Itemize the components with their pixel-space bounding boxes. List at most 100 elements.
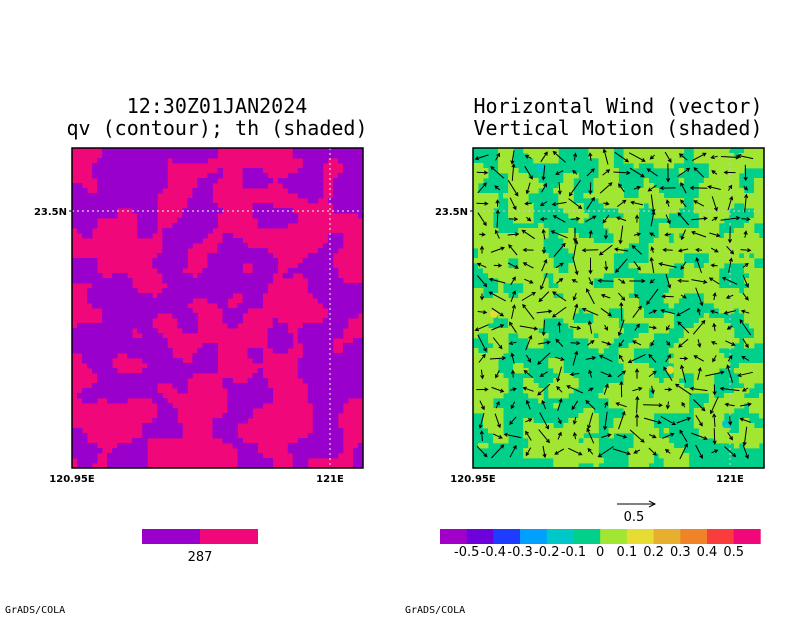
left-field-cell [217,278,223,284]
wind-vector [648,325,658,330]
wind-vector [557,431,562,440]
left-field-cell [317,328,324,334]
left-field-cell [192,293,198,299]
wind-vector [477,310,488,315]
left-field-cell [132,163,138,169]
wind-vector [524,201,532,206]
right-field-cell [543,253,549,259]
right-field-cell [743,163,750,169]
right-field-cell [718,198,725,204]
left-field-cell [322,403,329,409]
right-field-cell [598,293,604,299]
right-field-cell [648,403,655,409]
right-field-cell [633,403,639,409]
left-field-cell [157,353,163,359]
left-field-cell [157,258,163,264]
left-field-cell [102,148,108,154]
left-field-cell [222,378,228,384]
right-field-cell [568,288,574,294]
left-field-cell [242,248,249,254]
right-field-cell [598,313,604,319]
right-field-cell [743,258,750,264]
left-field-cell [82,438,88,444]
left-field-cell [122,383,128,389]
right-field-cell [688,328,695,334]
right-field-cell [613,318,619,324]
right-field-cell [523,198,529,204]
right-field-cell [528,453,534,459]
right-field-cell [628,263,634,269]
left-field-cell [252,378,259,384]
right-field-cell [708,318,715,324]
left-field-cell [327,148,334,154]
left-field-cell [102,193,108,199]
right-field-cell [723,293,730,299]
right-field-cell [573,323,579,329]
right-field-cell [693,358,700,364]
left-field-cell [142,388,148,394]
left-field-cell [357,208,364,214]
left-field-cell [342,178,349,184]
right-field-cell [653,268,660,274]
left-field-cell [102,188,108,194]
right-field-cell [728,163,735,169]
left-field-cell [322,433,329,439]
left-field-cell [257,168,264,174]
right-field-cell [693,348,700,354]
left-field-cell [237,438,243,444]
left-field-cell [187,233,193,239]
right-field-cell [588,248,594,254]
right-field-cell [508,153,514,159]
right-field-cell [533,153,539,159]
right-field-cell [603,323,609,329]
right-field-cell [513,193,519,199]
left-field-cell [127,303,133,309]
left-field-cell [152,203,158,209]
left-field-cell [257,458,264,464]
right-field-cell [513,363,519,369]
right-field-cell [548,428,554,434]
right-field-cell [708,268,715,274]
left-field-cell [167,423,173,429]
wind-vector [710,341,718,346]
right-field-cell [518,273,524,279]
right-field-cell [703,383,710,389]
left-field-cell [342,203,349,209]
left-field-cell [82,388,88,394]
right-field-cell [708,178,715,184]
right-field-cell [653,188,660,194]
left-field-cell [312,168,319,174]
right-field-cell [478,403,484,409]
right-field-cell [713,288,720,294]
left-field-cell [192,313,198,319]
left-field-cell [112,148,118,154]
right-field-cell [538,223,544,229]
left-field-cell [332,358,339,364]
wind-vector [598,244,613,256]
left-field-cell [337,318,344,324]
right-field-cell [518,233,524,239]
right-field-cell [688,363,695,369]
right-field-cell [533,288,539,294]
left-field-cell [237,303,243,309]
left-field-cell [112,293,118,299]
left-field-cell [137,383,143,389]
left-field-cell [217,273,223,279]
left-field-cell [87,218,93,224]
wind-vector [525,418,533,423]
right-field-cell [713,328,720,334]
right-field-cell [558,373,564,379]
wind-vector [522,386,534,392]
left-field-cell [122,463,128,469]
left-field-cell [257,283,264,289]
right-field-cell [753,428,760,434]
left-field-cell [147,188,153,194]
right-field-cell [633,218,639,224]
left-field-cell [72,198,78,204]
right-field-cell [543,423,549,429]
left-field-cell [322,263,329,269]
right-field-cell [598,168,604,174]
right-field-cell [648,253,655,259]
right-field-cell [678,393,685,399]
right-field-cell [728,173,735,179]
